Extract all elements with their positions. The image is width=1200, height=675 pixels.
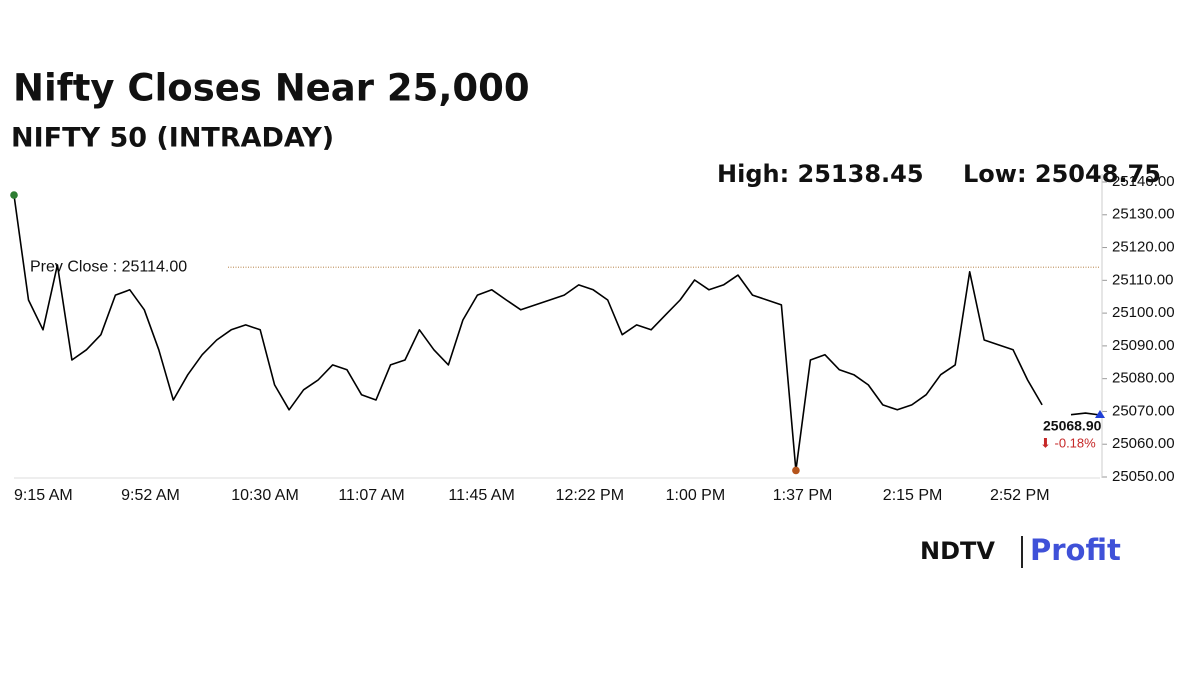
change-label: ⬇ -0.18% [1040, 435, 1096, 450]
low-marker [792, 466, 800, 475]
y-tick-label: 25080.00 [1112, 370, 1175, 387]
x-tick-label: 12:22 PM [556, 487, 624, 504]
y-tick-label: 25090.00 [1112, 337, 1175, 354]
price-line [13, 194, 1101, 472]
y-tick-label: 25130.00 [1112, 206, 1175, 223]
prev-close-label: Prev Close : 25114.00 [30, 258, 187, 275]
y-tick-label: 25110.00 [1112, 271, 1173, 288]
y-tick-label: 25070.00 [1112, 402, 1175, 419]
low-label: Low: 25048.75 [963, 160, 1161, 188]
y-tick-label: 25050.00 [1112, 468, 1175, 485]
y-tick-label: 25120.00 [1112, 239, 1175, 256]
brand-ndtv: NDTV [920, 537, 995, 565]
brand-profit: Profit [1030, 533, 1121, 567]
last-value-label: 25068.90 [1043, 418, 1102, 434]
chart-subtitle: NIFTY 50 (INTRADAY) [11, 123, 334, 154]
x-tick-label: 11:07 AM [338, 487, 404, 504]
x-tick-label: 11:45 AM [448, 487, 514, 504]
x-tick-label: 2:15 PM [883, 487, 943, 504]
x-tick-label: 10:30 AM [231, 487, 299, 504]
high-marker [10, 191, 18, 199]
y-tick-label: 25140.00 [1112, 173, 1175, 190]
y-tick-label: 25100.00 [1112, 304, 1175, 321]
x-tick-label: 9:52 AM [121, 487, 180, 504]
x-tick-label: 9:15 AM [14, 487, 73, 504]
x-tick-label: 2:52 PM [990, 487, 1050, 504]
chart-title: Nifty Closes Near 25,000 [13, 67, 530, 110]
x-tick-label: 1:37 PM [773, 487, 833, 504]
high-label: High: 25138.45 [717, 160, 924, 188]
y-tick-label: 25060.00 [1112, 435, 1175, 452]
last-marker [1095, 410, 1105, 419]
x-tick-label: 1:00 PM [666, 487, 726, 504]
